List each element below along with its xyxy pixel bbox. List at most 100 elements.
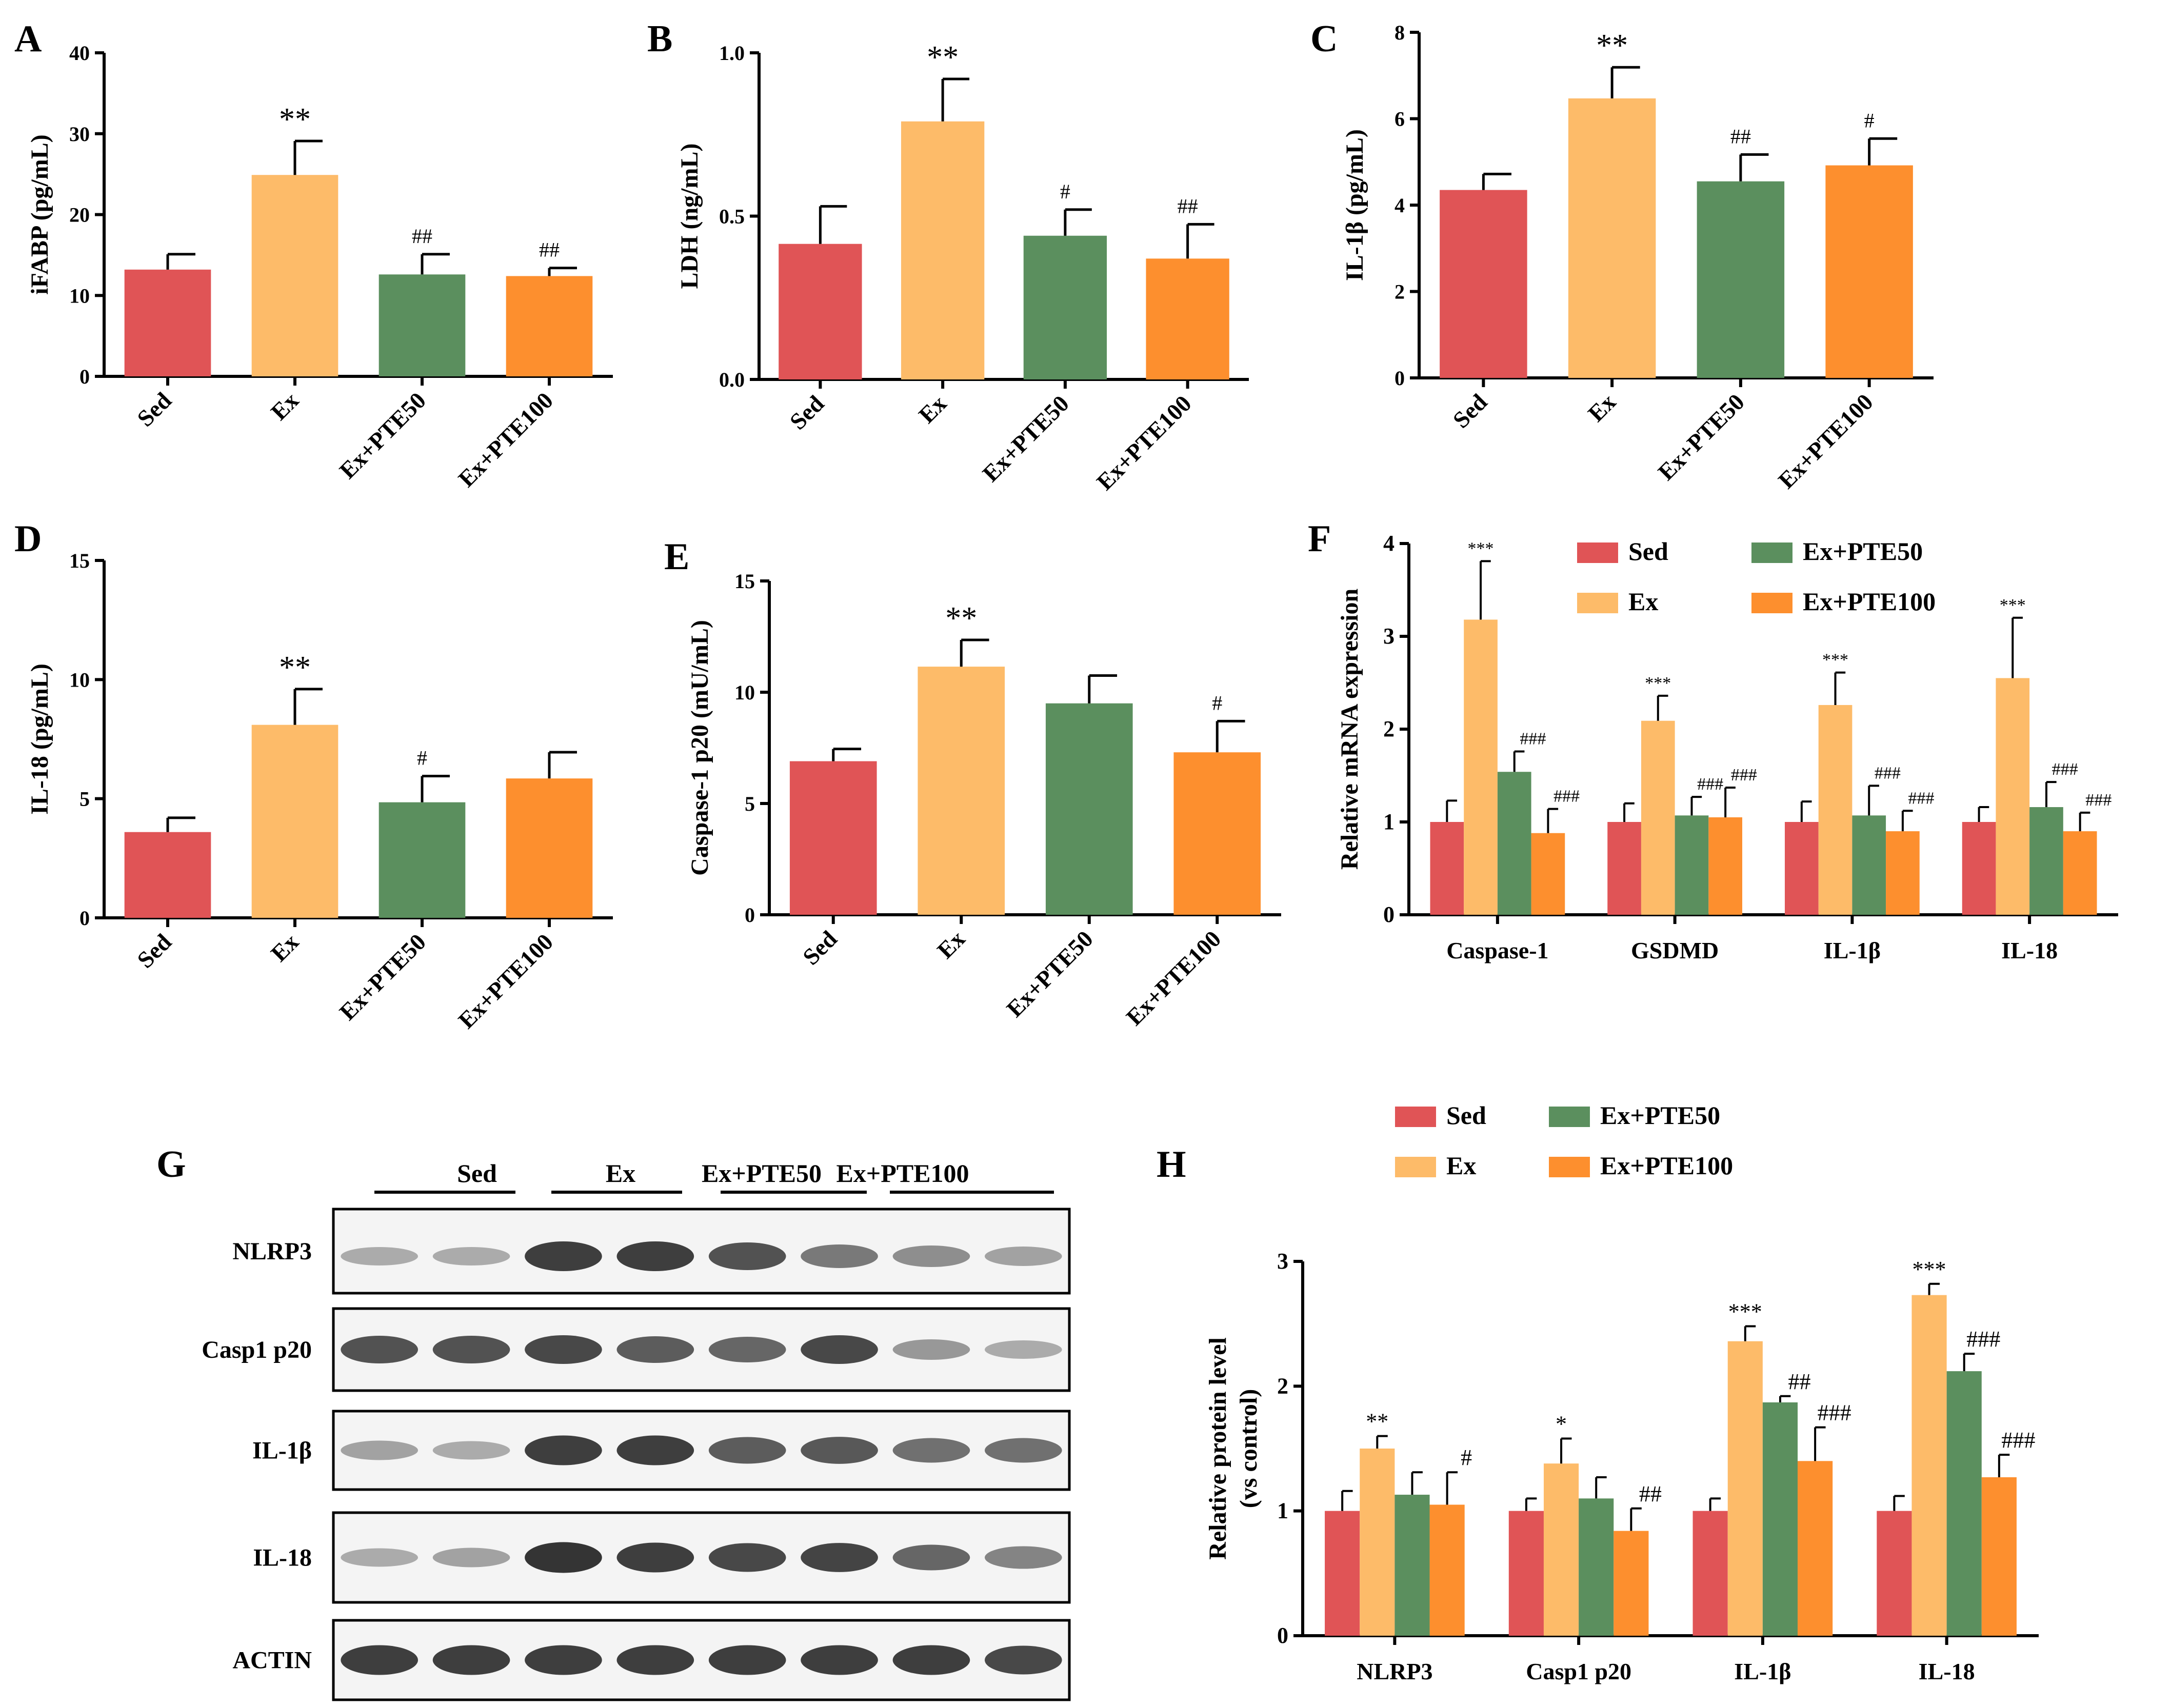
bar-ex-pte50 xyxy=(2029,807,2063,915)
significance-mark: ### xyxy=(2052,760,2078,779)
bar-sed xyxy=(124,269,211,376)
blot-band xyxy=(892,1544,970,1571)
legend-label: Ex xyxy=(1628,587,1658,616)
significance-mark: ## xyxy=(1639,1481,1662,1506)
blot-band xyxy=(341,1645,419,1675)
x-tick-label: Ex+PTE50 xyxy=(978,390,1074,487)
blot-row-label: IL-18 xyxy=(253,1544,312,1572)
bar-ex-pte100 xyxy=(1429,1504,1465,1636)
y-tick-label: 3 xyxy=(1383,624,1395,649)
y-tick-label: 1.0 xyxy=(719,42,745,65)
x-tick-label: Sed xyxy=(132,929,176,973)
y-tick-label: 10 xyxy=(734,681,755,704)
y-axis-label: iFABP (pg/mL) xyxy=(26,134,53,294)
legend-label: Ex xyxy=(1446,1151,1476,1180)
y-axis-label: IL-18 (pg/mL) xyxy=(26,664,53,815)
bar-ex-pte100 xyxy=(506,778,593,918)
y-tick-label: 10 xyxy=(69,668,90,691)
y-tick-label: 30 xyxy=(69,123,90,146)
legend-h: Sed Ex Ex+PTE50 Ex+PTE100 xyxy=(1395,1101,1733,1180)
x-tick-label: Ex xyxy=(266,387,304,425)
bar-ex xyxy=(1464,619,1498,915)
bar-ex-pte50 xyxy=(1023,235,1107,379)
blot-group-label: Ex+PTE100 xyxy=(836,1159,969,1188)
x-tick-label: IL-1β xyxy=(1824,937,1881,963)
y-tick-label: 0 xyxy=(79,365,90,388)
bar-sed xyxy=(1692,1511,1728,1636)
y-tick-label: 3 xyxy=(1277,1249,1288,1274)
bar-ex-pte50 xyxy=(1395,1495,1430,1636)
significance-mark: ### xyxy=(2085,791,2112,810)
bar-sed xyxy=(779,244,862,379)
blot-band xyxy=(525,1435,602,1465)
x-tick-label: Sed xyxy=(798,926,842,970)
bar-ex-pte100 xyxy=(1708,817,1743,915)
legend-label: Ex+PTE50 xyxy=(1600,1101,1720,1130)
x-tick-label: Ex+PTE100 xyxy=(453,387,558,492)
bar-ex xyxy=(251,725,338,918)
blot-band xyxy=(801,1244,878,1268)
bar-ex-pte50 xyxy=(1497,772,1531,915)
chart-c-il1b: 0 2 4 6 8 Sed ** Ex ## Ex+PTE50 # Ex+PTE100 IL-1β (p… xyxy=(1341,21,1934,494)
blot-band xyxy=(525,1645,602,1675)
blot-band xyxy=(432,1548,510,1568)
significance-mark: ### xyxy=(1520,729,1546,748)
bar-ex xyxy=(1996,678,2030,915)
panel-label-c: C xyxy=(1310,18,1338,60)
bar-ex-pte100 xyxy=(1825,165,1913,378)
significance-mark: ### xyxy=(1697,775,1723,794)
bar-sed xyxy=(1784,822,1819,915)
significance-mark: ** xyxy=(945,601,977,636)
blot-band xyxy=(432,1336,510,1363)
blot-row-label: Casp1 p20 xyxy=(202,1336,312,1363)
blot-band xyxy=(708,1645,786,1675)
y-tick-label: 20 xyxy=(69,204,90,227)
y-tick-label: 2 xyxy=(1395,280,1405,304)
bar-ex-pte100 xyxy=(1614,1531,1649,1636)
x-tick-label: NLRP3 xyxy=(1357,1658,1432,1684)
y-tick-label: 0 xyxy=(1395,367,1405,390)
legend-swatch xyxy=(1577,593,1618,613)
blot-band xyxy=(892,1245,970,1267)
x-tick-label: GSDMD xyxy=(1631,937,1719,963)
x-tick-label: Ex+PTE100 xyxy=(453,929,558,1034)
bar-ex xyxy=(901,121,985,379)
significance-mark: ### xyxy=(1966,1327,2000,1352)
y-tick-label: 15 xyxy=(69,549,90,572)
bar-sed xyxy=(789,761,877,915)
bar-ex-pte100 xyxy=(1146,258,1229,379)
blot-band xyxy=(801,1335,878,1364)
significance-mark: # xyxy=(1864,109,1875,132)
bar-ex-pte50 xyxy=(379,274,466,376)
bar-ex xyxy=(1543,1463,1579,1636)
significance-mark: *** xyxy=(2000,596,2026,615)
significance-mark: *** xyxy=(1468,539,1494,558)
bar-ex-pte100 xyxy=(1531,833,1565,915)
panel-label-e: E xyxy=(664,536,689,578)
x-tick-label: Sed xyxy=(785,390,829,435)
blot-band xyxy=(341,1247,419,1265)
blot-band xyxy=(984,1340,1062,1359)
bar-ex xyxy=(1911,1295,1947,1636)
y-axis-label: LDH (ng/mL) xyxy=(676,143,703,289)
significance-mark: ### xyxy=(1731,766,1757,785)
blot-band xyxy=(801,1543,878,1572)
y-tick-label: 2 xyxy=(1383,716,1395,741)
blot-band xyxy=(708,1543,786,1572)
bar-ex-pte100 xyxy=(2063,831,2097,915)
x-tick-label: Ex+PTE100 xyxy=(1091,390,1197,495)
significance-mark: # xyxy=(1212,691,1222,714)
bar-ex xyxy=(1360,1449,1395,1636)
legend-swatch xyxy=(1395,1157,1436,1177)
y-tick-label: 0 xyxy=(1277,1623,1288,1648)
bar-ex xyxy=(1568,98,1656,378)
bar-ex-pte50 xyxy=(1762,1402,1798,1636)
blot-band xyxy=(984,1247,1062,1266)
blot-band xyxy=(616,1336,694,1363)
y-tick-label: 0 xyxy=(745,903,755,927)
bar-ex-pte50 xyxy=(1675,815,1709,915)
significance-mark: # xyxy=(1060,180,1070,203)
blot-band xyxy=(984,1645,1062,1675)
